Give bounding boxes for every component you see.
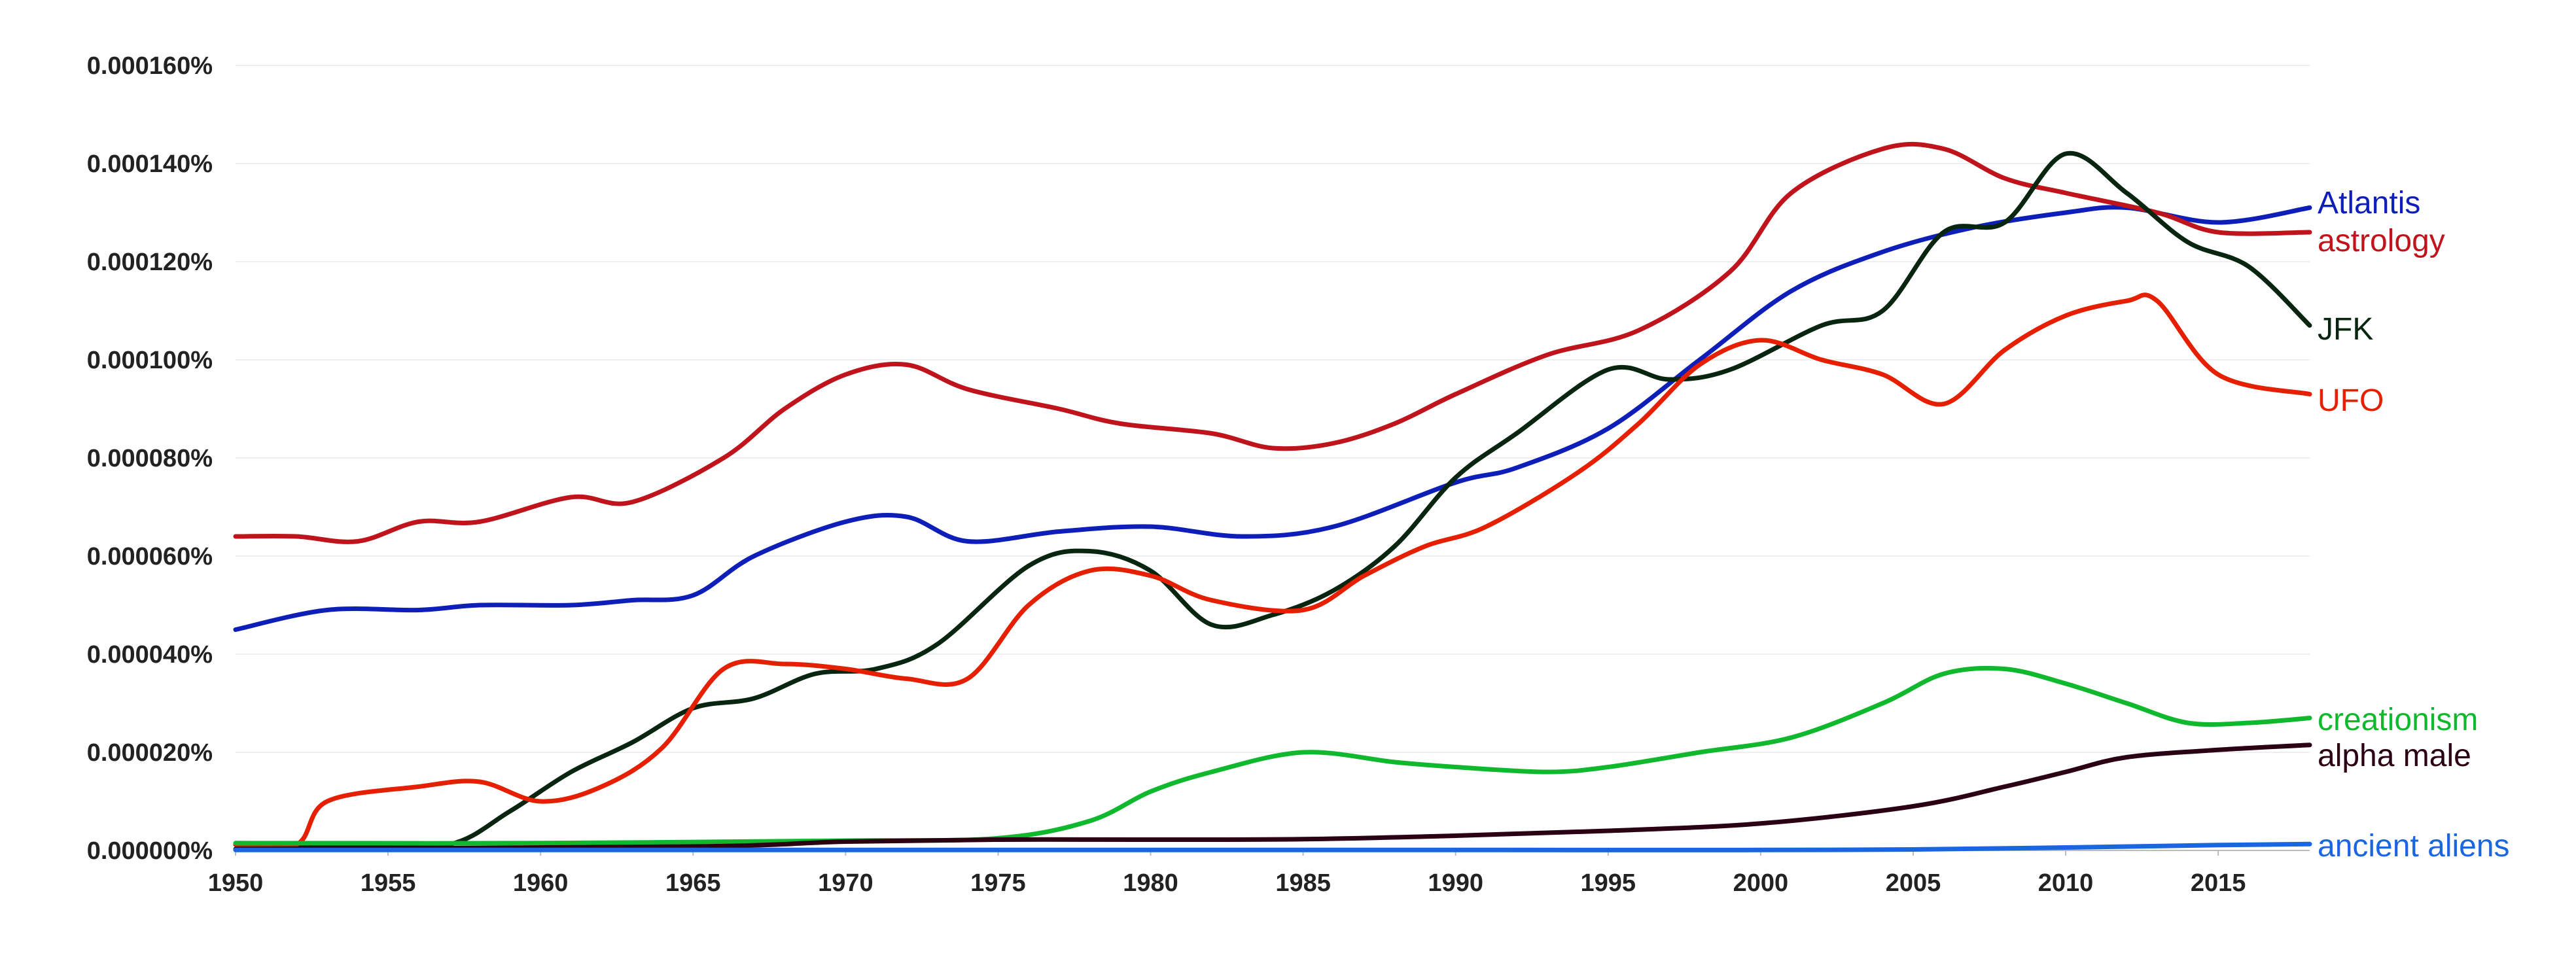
series-line-ancient-aliens xyxy=(233,841,2312,852)
series-label-astrology: astrology xyxy=(2318,224,2445,258)
y-tick-label: 0.000080% xyxy=(87,445,213,472)
x-axis-ticks: 1950 1955 1960 1965 1970 1975 1980 1985 1990 1995… xyxy=(208,850,2246,897)
x-tick-label: 1975 xyxy=(970,869,1026,897)
y-tick-label: 0.000040% xyxy=(87,641,213,669)
series-label-ufo: UFO xyxy=(2318,383,2384,418)
y-tick-label: 0.000140% xyxy=(87,150,213,178)
series-line-alpha-male xyxy=(233,742,2312,852)
y-tick-label: 0.000100% xyxy=(87,347,213,374)
x-tick-label: 2005 xyxy=(1886,869,1941,897)
x-tick-label: 1950 xyxy=(208,869,264,897)
series-lines xyxy=(233,141,2312,852)
y-tick-label: 0.000060% xyxy=(87,543,213,570)
series-label-jfk: JFK xyxy=(2318,312,2373,347)
series-label-creationism: creationism xyxy=(2318,703,2478,737)
x-tick-label: 1960 xyxy=(513,869,569,897)
x-tick-label: 1985 xyxy=(1275,869,1331,897)
y-tick-label: 0.000020% xyxy=(87,739,213,767)
series-line-atlantis xyxy=(233,205,2312,632)
series-end-labels: Atlantis astrology JFK UFO creationismalpha … xyxy=(2318,186,2510,864)
series-line-creationism xyxy=(233,665,2312,846)
x-tick-label: 1970 xyxy=(818,869,873,897)
y-tick-label: 0.000160% xyxy=(87,52,213,80)
series-label-alpha-male: alpha male xyxy=(2318,739,2471,773)
x-tick-label: 2000 xyxy=(1733,869,1789,897)
series-line-ufo xyxy=(233,292,2312,850)
y-tick-label: 0.000120% xyxy=(87,249,213,276)
x-tick-label: 1990 xyxy=(1428,869,1483,897)
x-tick-label: 1965 xyxy=(665,869,721,897)
x-tick-label: 1980 xyxy=(1123,869,1178,897)
y-axis-ticks: 0.000000% 0.000020% 0.000040% 0.000060% 0.00… xyxy=(87,52,213,865)
x-tick-label: 1995 xyxy=(1581,869,1636,897)
series-line-jfk xyxy=(233,150,2312,850)
y-tick-label: 0.000000% xyxy=(87,837,213,865)
x-tick-label: 2010 xyxy=(2038,869,2094,897)
series-line-astrology xyxy=(233,141,2312,544)
gridlines xyxy=(236,65,2310,851)
series-label-ancient-aliens: ancient aliens xyxy=(2318,829,2510,864)
series-label-atlantis: Atlantis xyxy=(2318,186,2420,220)
x-tick-label: 2015 xyxy=(2191,869,2246,897)
x-tick-label: 1955 xyxy=(361,869,416,897)
